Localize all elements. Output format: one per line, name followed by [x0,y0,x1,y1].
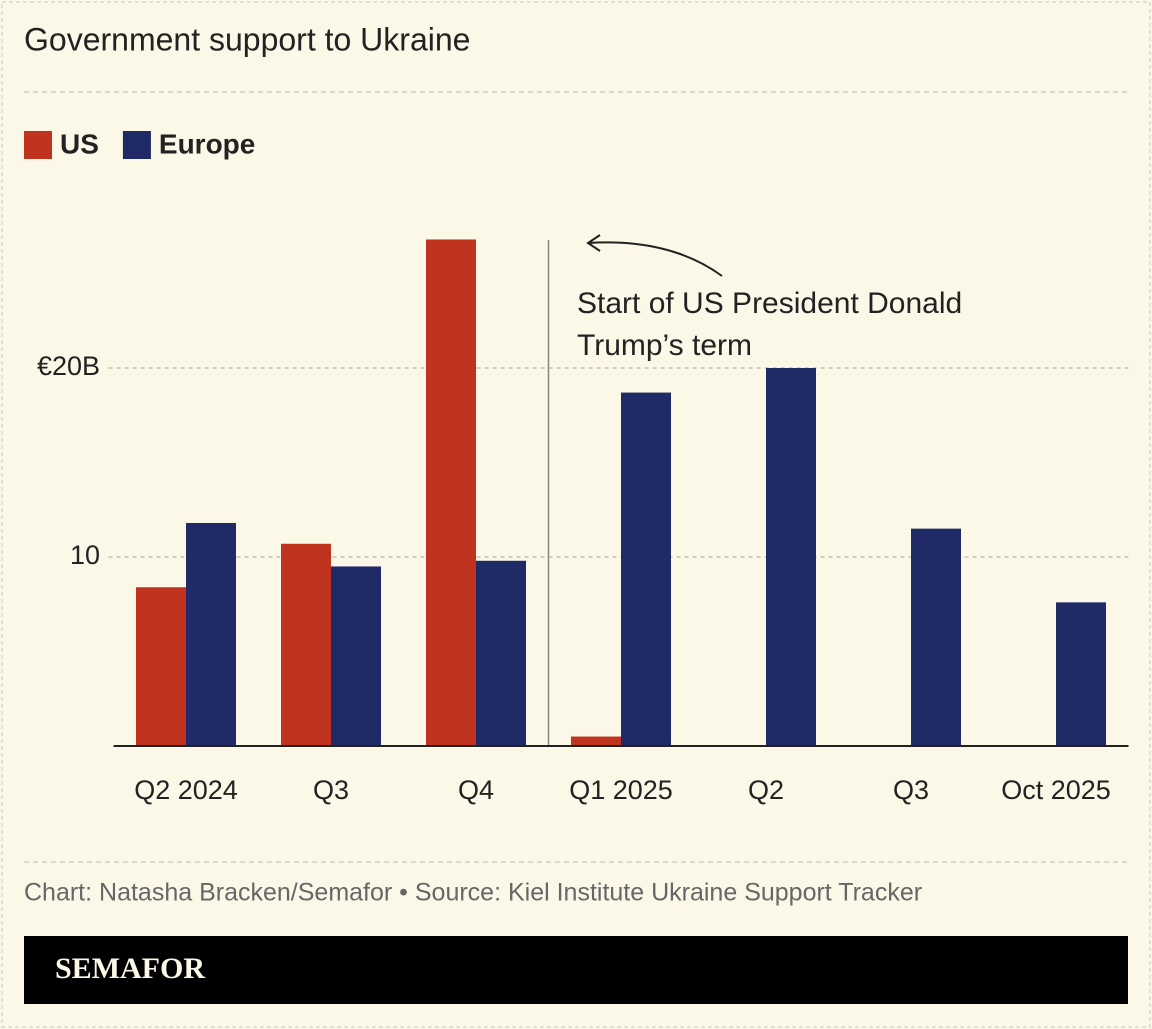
bar [281,543,331,746]
legend-label: Europe [159,128,255,159]
x-tick-label: Q3 [893,775,929,805]
legend-swatch [122,131,151,159]
chart-title: Government support to Ukraine [24,21,470,57]
bar [331,566,381,746]
bar [426,239,476,747]
annotation: Trump’s term [577,329,752,362]
y-tick-label: 10 [70,540,100,570]
legend-swatch [24,131,52,159]
brand: SEMAFOR [55,952,205,985]
brand-bar [24,936,1128,1004]
legend-label: US [60,128,99,159]
bar [571,736,621,746]
y-tick-label: €20B [37,351,100,381]
x-tick-label: Oct 2025 [1001,775,1111,805]
bar [911,528,961,746]
source: Chart: Natasha Bracken/Semafor • Source:… [24,879,922,907]
bar [766,368,816,746]
x-tick-label: Q3 [313,775,349,805]
bar [476,560,526,746]
bar [1056,602,1106,746]
annotation: Start of US President Donald [577,287,962,320]
x-tick-label: Q1 2025 [569,775,673,805]
bar [186,522,236,746]
bar [621,392,671,746]
x-tick-label: Q2 [748,775,784,805]
x-tick-label: Q2 2024 [134,775,238,805]
annotation-arrow [586,234,723,277]
bar [136,587,186,746]
x-tick-label: Q4 [458,775,494,805]
